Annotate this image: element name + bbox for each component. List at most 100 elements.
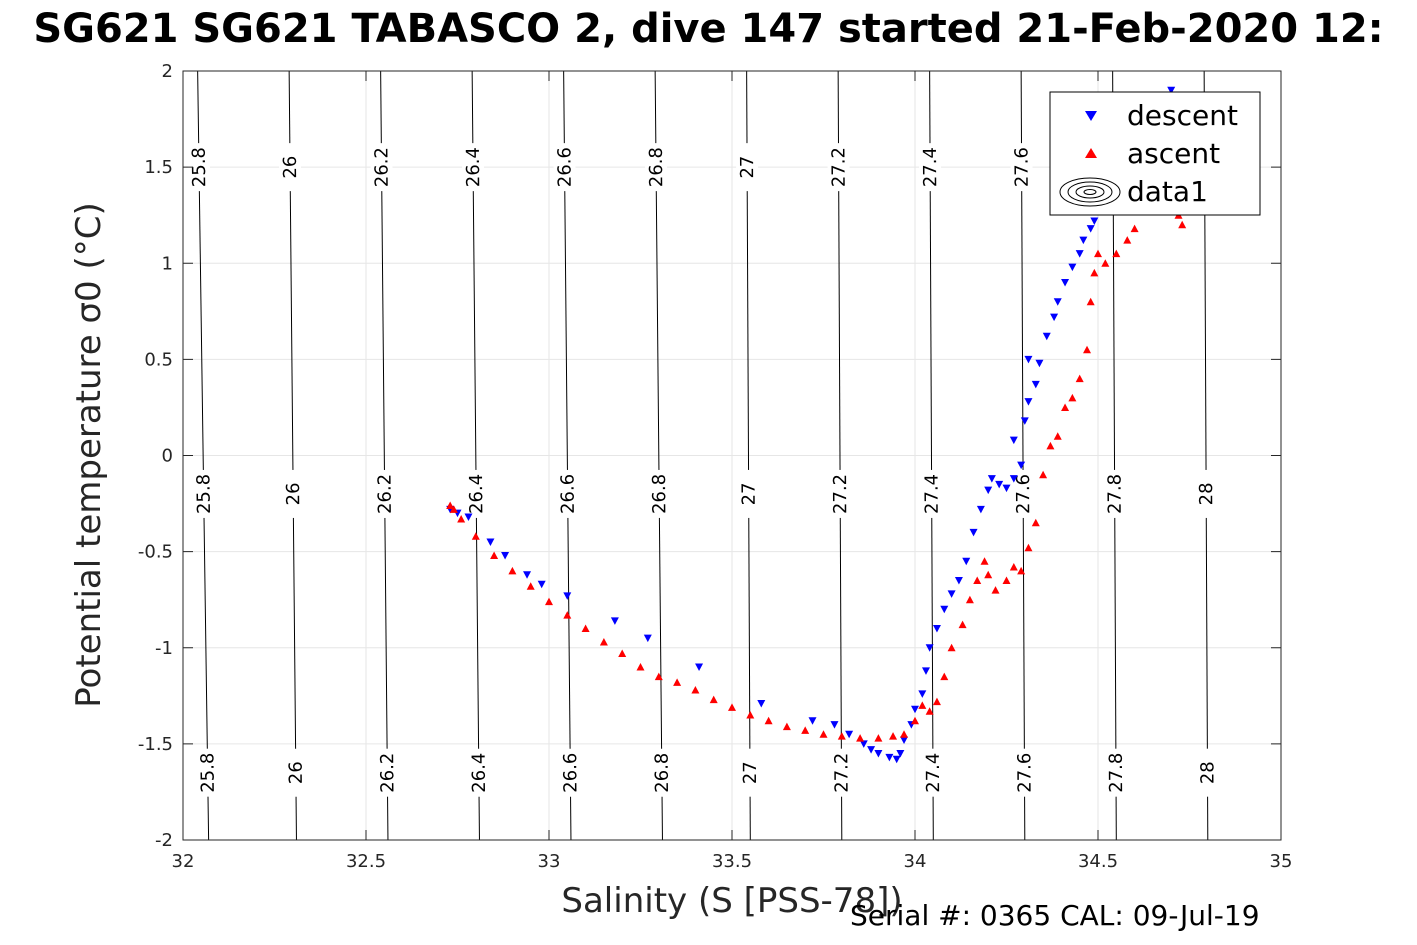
isopycnal-label-bg (738, 748, 762, 797)
descent-marker (962, 557, 971, 566)
x-tick-label: 34 (904, 851, 927, 872)
ascent-marker (856, 734, 865, 742)
isopycnal-label: 25.8 (189, 147, 211, 187)
isopycnal-line (654, 70, 663, 841)
y-axis-label: Potential temperature σ0 (°C) (69, 202, 109, 708)
descent-marker (1167, 86, 1176, 95)
descent-marker (523, 571, 532, 579)
ascent-marker (545, 597, 553, 606)
isopycnal-label: 27.4 (923, 753, 944, 793)
isopycnal-label: 27.6 (1014, 753, 1035, 793)
isopycnal-label-bg (830, 748, 853, 797)
descent-marker (885, 753, 894, 762)
isopycnal-label-bg (281, 469, 305, 519)
isopycnal-label-bg (278, 143, 302, 192)
descent-marker (1024, 398, 1033, 406)
descent-marker (1090, 217, 1099, 225)
chart-title: SG621 SG621 TABASCO 2, dive 147 started … (33, 6, 1384, 52)
isopycnal-label: 26 (280, 156, 301, 179)
y-tick-label: -2 (155, 830, 173, 851)
legend-data1: data1 (1127, 175, 1208, 208)
ascent-marker (728, 703, 736, 711)
ascent-marker (490, 551, 499, 559)
isopycnal-label-bg (647, 469, 671, 519)
ascent-marker (940, 672, 949, 681)
isopycnal-label-bg (187, 142, 211, 192)
isopycnal-label-bg (1010, 143, 1033, 192)
x-tick-label: 34.5 (1078, 851, 1118, 872)
isopycnal-label: 27.2 (831, 753, 852, 793)
descent-marker (1017, 461, 1026, 470)
isopycnal-label-bg (737, 469, 760, 519)
isopycnal-label: 26.6 (557, 474, 578, 514)
isopycnal-label: 27.2 (829, 147, 850, 187)
isopycnal-line (746, 70, 751, 841)
isopycnal-label-bg (461, 143, 485, 192)
ascent-marker (837, 732, 846, 740)
axis-ticks: 32 32.5 33 33.5 34 34.5 35 -2 -1.5 -1 -0.5 0 0.5 1 1.5… (138, 61, 1293, 872)
ascent-marker (958, 620, 967, 629)
ascent-marker (819, 730, 828, 738)
descent-marker (1050, 313, 1059, 322)
descent-marker (987, 475, 996, 483)
isopycnal-label: 25.8 (193, 474, 215, 514)
y-tick-label: -0.5 (138, 542, 173, 563)
isopycnal-label: 27 (739, 482, 760, 505)
ascent-marker (1090, 268, 1099, 277)
isopycnal-label: 26.4 (466, 474, 487, 514)
descent-marker (1086, 225, 1095, 233)
x-tick-label: 33.5 (712, 851, 752, 872)
descent-marker (969, 528, 978, 537)
isopycnal-label: 26.8 (646, 147, 667, 187)
isopycnal-label-bg (464, 469, 488, 519)
y-tick-label: 1.5 (144, 157, 173, 178)
data-markers (446, 86, 1187, 764)
descent-marker (1068, 263, 1077, 272)
isopycnal-label-bg (1012, 469, 1035, 519)
isopycnal-label: 27.6 (1013, 474, 1034, 514)
ascent-marker (691, 686, 700, 694)
isopycnal-line (563, 70, 572, 841)
isopycnal-line (380, 70, 389, 841)
isopycnal-label-bg (559, 748, 582, 797)
isopycnal-label: 26.2 (371, 147, 392, 187)
descent-marker (892, 755, 901, 764)
descent-marker (757, 700, 766, 708)
y-tick-label: 0.5 (144, 349, 173, 370)
legend-marker-ascent (1085, 148, 1097, 158)
isopycnal-label: 26.8 (649, 474, 670, 514)
isopycnal-label-bg (920, 469, 943, 519)
isopycnal-label: 26.4 (469, 753, 490, 793)
isopycnal-label-bg (829, 469, 852, 519)
y-axis-label-text: Potential temperature σ0 (°C) (69, 202, 109, 708)
ascent-marker (1031, 518, 1040, 527)
descent-marker (940, 605, 949, 614)
isopycnal-label-bg (370, 143, 393, 192)
isopycnal-label: 26 (283, 482, 304, 505)
legend-box (1049, 91, 1261, 216)
ascent-marker (1086, 297, 1095, 306)
ascent-marker (599, 637, 608, 646)
ascent-marker (673, 678, 682, 686)
legend: descent ascent data1 (1049, 91, 1261, 216)
descent-marker (643, 634, 652, 643)
isopycnal-label-bg (650, 748, 674, 797)
descent-marker (1035, 359, 1044, 368)
isopycnal-label-bg (644, 143, 668, 192)
isopycnal-label-bg (192, 469, 216, 519)
isopycnal-label: 26 (286, 761, 307, 784)
isopycnal-label-bg (1195, 469, 1218, 519)
descent-marker (1002, 484, 1011, 493)
descent-marker (1042, 332, 1051, 341)
ascent-marker (654, 672, 663, 681)
ascent-marker (911, 716, 919, 725)
descent-marker (947, 590, 956, 598)
isopycnal-line (288, 70, 297, 841)
ascent-marker (801, 726, 810, 734)
descent-marker (921, 667, 930, 675)
descent-marker (984, 486, 993, 495)
isopycnal-line (837, 70, 843, 841)
descent-marker (695, 663, 704, 671)
descent-marker (859, 740, 868, 748)
